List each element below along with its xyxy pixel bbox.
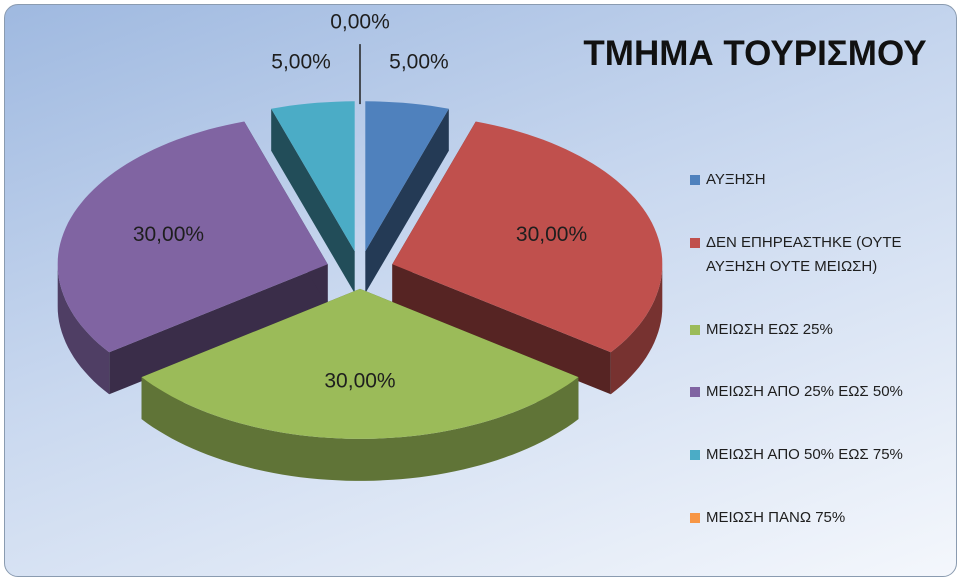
- data-label: 30,00%: [516, 223, 587, 246]
- legend-swatch: [690, 512, 700, 523]
- pie-slice: [141, 288, 579, 439]
- legend-item: ΑΥΞΗΣΗ: [690, 168, 960, 192]
- slice-side: [392, 264, 611, 395]
- legend-label: ΑΥΞΗΣΗ: [706, 171, 766, 188]
- data-label: 30,00%: [324, 369, 395, 392]
- legend-swatch: [690, 237, 700, 248]
- legend-item: ΔΕΝ ΕΠΗΡΕΑΣΤΗΚΕ (ΟΥΤΕ ΑΥΞΗΣΗ ΟΥΤΕ ΜΕΙΩΣΗ…: [690, 231, 960, 279]
- legend-swatch: [690, 450, 700, 461]
- slice-wall: [57, 264, 110, 395]
- slice-wall: [141, 377, 579, 481]
- legend-swatch: [690, 387, 700, 398]
- pie-slice: [57, 121, 328, 353]
- legend-label: ΜΕΙΩΣΗ ΠΑΝΩ 75%: [706, 508, 846, 526]
- data-label: 5,00%: [389, 51, 449, 74]
- chart-title: ΤΜΗΜΑ ΤΟΥΡΙΣΜΟΥ: [583, 34, 927, 73]
- legend-label: ΜΕΙΩΣΗ ΑΠΟ 50% ΕΩΣ 75%: [706, 446, 903, 464]
- legend-item: ΜΕΙΩΣΗ ΑΠΟ 25% ΕΩΣ 50%: [690, 380, 960, 404]
- legend: ΑΥΞΗΣΗ ΔΕΝ ΕΠΗΡΕΑΣΤΗΚΕ (ΟΥΤΕ ΑΥΞΗΣΗ ΟΥΤΕ …: [690, 168, 960, 530]
- slice-side: [271, 108, 355, 294]
- slice-wall: [610, 264, 663, 395]
- data-label: 5,00%: [271, 51, 331, 74]
- legend-swatch: [690, 324, 700, 335]
- legend-swatch: [690, 175, 700, 185]
- pie-slice: [271, 101, 355, 252]
- legend-item: ΜΕΙΩΣΗ ΕΩΣ 25%: [690, 318, 960, 342]
- slice-side: [365, 108, 449, 294]
- pie-slice: [365, 101, 449, 252]
- legend-label: ΔΕΝ ΕΠΗΡΕΑΣΤΗΚΕ (ΟΥΤΕ ΑΥΞΗΣΗ ΟΥΤΕ ΜΕΙΩΣΗ…: [706, 233, 902, 275]
- legend-item: ΜΕΙΩΣΗ ΠΑΝΩ 75%: [690, 506, 960, 530]
- data-label: 0,00%: [330, 11, 390, 34]
- slice-side: [109, 264, 328, 395]
- legend-label: ΜΕΙΩΣΗ ΑΠΟ 25% ΕΩΣ 50%: [706, 383, 903, 401]
- pie-slice: [392, 121, 663, 353]
- legend-item: ΜΕΙΩΣΗ ΑΠΟ 50% ΕΩΣ 75%: [690, 443, 960, 467]
- data-label: 30,00%: [133, 223, 204, 246]
- legend-label: ΜΕΙΩΣΗ ΕΩΣ 25%: [706, 320, 833, 338]
